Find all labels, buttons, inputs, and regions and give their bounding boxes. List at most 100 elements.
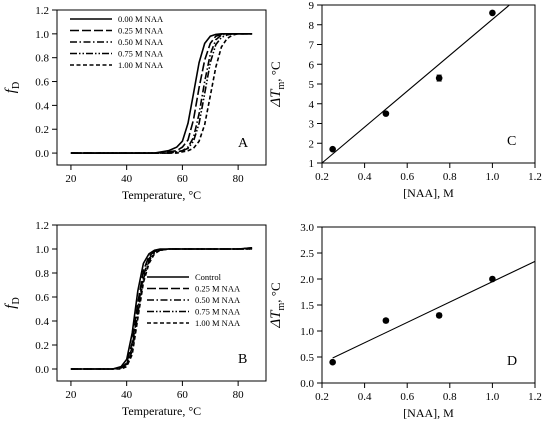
x-axis-label: [NAA], M xyxy=(403,186,454,200)
y-tick-label: 0.2 xyxy=(35,124,49,136)
y-tick-label: 1.2 xyxy=(35,5,49,17)
y-tick-label: 9 xyxy=(309,0,315,12)
y-axis-label-sub: D xyxy=(11,297,22,304)
data-point xyxy=(329,358,336,366)
chart-panel-c: 0.2 0.4 0.6 0.8 1.0 1.2 1 2 3 4 5 6 7 8 9 [NAA], M ΔTm, … xyxy=(268,0,542,200)
legend-entry: 0.25 M NAA xyxy=(118,26,164,36)
y-tick-label: 2.0 xyxy=(300,274,314,286)
panel-label: D xyxy=(507,354,517,369)
x-tick-label: 0.6 xyxy=(400,171,414,183)
y-axis-label: fD xyxy=(3,82,22,93)
y-tick-label: 1.0 xyxy=(35,29,49,41)
y-tick-label: 0.6 xyxy=(35,77,49,89)
legend-entry: 0.75 M NAA xyxy=(118,49,164,59)
x-axis-label: [NAA], M xyxy=(403,406,454,420)
panel-label: C xyxy=(507,134,516,149)
y-axis-label: fD xyxy=(3,297,22,308)
x-tick-label: 0.8 xyxy=(443,171,457,183)
x-tick-label: 1.2 xyxy=(528,391,542,403)
legend-entry: 0.75 M NAA xyxy=(195,307,241,317)
y-tick-label: 0.5 xyxy=(300,352,314,364)
y-tick-label: 0.6 xyxy=(35,292,49,304)
series-line xyxy=(70,32,253,154)
legend-entry: 0.25 M NAA xyxy=(195,284,241,294)
y-tick-label: 0.8 xyxy=(35,268,49,280)
x-tick-label: 1.0 xyxy=(486,391,500,403)
y-axis-label-main: f xyxy=(3,87,19,93)
legend-entry: Control xyxy=(195,272,222,282)
chart-panel-b: 20 40 60 80 0.0 0.2 0.4 0.6 0.8 1.0 1.2 Temperature… xyxy=(3,220,267,418)
plot-frame xyxy=(321,226,536,384)
y-tick-label: 4 xyxy=(309,99,315,111)
chart-panel-d: 0.2 0.4 0.6 0.8 1.0 1.2 0.0 0.5 1.0 1.5 2.0 2.5 3.0 [… xyxy=(268,222,542,420)
series-line xyxy=(70,248,253,370)
x-tick-label: 60 xyxy=(177,173,189,185)
y-tick-label: 8 xyxy=(309,20,315,32)
legend-entry: 0.50 M NAA xyxy=(195,295,241,305)
x-tick-label: 1.0 xyxy=(486,171,500,183)
x-axis-label: Temperature, °C xyxy=(122,188,201,202)
y-axis-label-main: ΔT xyxy=(268,88,284,108)
y-axis-label: ΔTm, °C xyxy=(268,61,287,107)
data-point xyxy=(382,317,390,324)
y-tick-label: 0.2 xyxy=(35,340,49,352)
fit-line xyxy=(332,260,536,359)
y-tick-label: 3 xyxy=(309,119,315,131)
x-tick-label: 80 xyxy=(233,173,245,185)
x-tick-label: 0.4 xyxy=(358,171,372,183)
y-tick-label: 6 xyxy=(309,59,315,71)
x-tick-label: 0.2 xyxy=(315,391,329,403)
y-tick-label: 0.0 xyxy=(35,364,49,376)
x-tick-label: 0.2 xyxy=(315,171,329,183)
x-tick-label: 0.4 xyxy=(358,391,372,403)
y-axis-label-main: f xyxy=(3,303,19,309)
y-tick-label: 2 xyxy=(309,138,315,150)
series-line xyxy=(70,248,253,370)
y-tick-label: 0.4 xyxy=(35,100,49,112)
x-tick-label: 0.8 xyxy=(443,391,457,403)
x-tick-label: 20 xyxy=(65,173,77,185)
y-tick-label: 1.0 xyxy=(35,244,49,256)
series-line xyxy=(70,32,253,154)
panel-label: A xyxy=(238,136,249,151)
y-axis-label-unit: , °C xyxy=(268,61,283,81)
legend-entry: 1.00 M NAA xyxy=(118,60,164,70)
fit-line xyxy=(321,4,510,164)
data-point xyxy=(329,145,336,153)
y-tick-label: 2.5 xyxy=(300,248,314,260)
x-tick-label: 40 xyxy=(121,389,133,401)
data-point xyxy=(382,110,390,117)
legend-entry: 0.50 M NAA xyxy=(118,37,164,47)
series-line xyxy=(70,32,253,154)
data-point xyxy=(489,9,496,17)
plot-frame xyxy=(321,4,536,164)
y-axis-label-sub: m xyxy=(276,82,287,90)
y-tick-label: 1.2 xyxy=(35,220,49,232)
y-tick-label: 1.5 xyxy=(300,300,314,312)
x-axis-label: Temperature, °C xyxy=(122,404,201,418)
y-tick-label: 3.0 xyxy=(300,222,314,234)
y-tick-label: 7 xyxy=(309,40,315,52)
y-tick-label: 0.8 xyxy=(35,53,49,65)
x-tick-label: 1.2 xyxy=(528,171,542,183)
y-tick-label: 1 xyxy=(309,158,315,170)
y-axis-label-main: ΔT xyxy=(268,309,284,329)
legend-entry: 0.00 M NAA xyxy=(118,14,164,24)
panel-label: B xyxy=(238,352,247,367)
y-tick-label: 0.0 xyxy=(300,378,314,390)
x-tick-label: 60 xyxy=(177,389,189,401)
y-axis-label-sub: D xyxy=(11,82,22,89)
y-axis-label-sub: m xyxy=(276,303,287,311)
y-tick-label: 0.0 xyxy=(35,148,49,160)
data-point xyxy=(435,312,443,319)
x-tick-label: 40 xyxy=(121,173,133,185)
data-point xyxy=(489,275,496,283)
y-tick-label: 5 xyxy=(309,79,315,91)
chart-panel-a: 20 40 60 80 0.0 0.2 0.4 0.6 0.8 1.0 1.2 Temperature… xyxy=(3,5,267,202)
y-tick-label: 1.0 xyxy=(300,326,314,338)
data-point xyxy=(435,74,443,82)
y-tick-label: 0.4 xyxy=(35,316,49,328)
x-tick-label: 0.6 xyxy=(400,391,414,403)
legend-entry: 1.00 M NAA xyxy=(195,318,241,328)
